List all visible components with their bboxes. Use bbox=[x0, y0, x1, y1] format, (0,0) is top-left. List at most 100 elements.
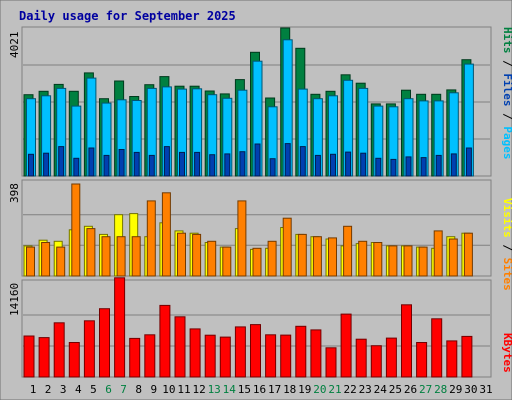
day-label-14: 14 bbox=[223, 383, 237, 396]
bar-pages-day-30 bbox=[465, 147, 472, 177]
bar-sites-day-23 bbox=[358, 240, 368, 277]
bar-sites-day-8 bbox=[131, 236, 141, 277]
bar-kbytes-day-14 bbox=[219, 336, 231, 378]
bar-pages-day-11 bbox=[179, 151, 185, 177]
bar-kbytes-day-28 bbox=[431, 318, 443, 378]
bar-sites-day-18 bbox=[282, 217, 292, 277]
bar-kbytes-day-26 bbox=[401, 304, 412, 378]
day-label-25: 25 bbox=[389, 383, 402, 396]
bar-pages-day-16 bbox=[254, 143, 261, 177]
bar-pages-day-13 bbox=[209, 154, 216, 177]
day-label-26: 26 bbox=[404, 383, 417, 396]
day-label-8: 8 bbox=[135, 383, 142, 396]
bar-sites-day-16 bbox=[252, 247, 262, 277]
bar-pages-day-19 bbox=[299, 146, 306, 177]
bar-kbytes-day-23 bbox=[355, 338, 367, 378]
bar-sites-day-13 bbox=[207, 240, 217, 277]
bar-sites-day-9 bbox=[146, 200, 156, 277]
day-label-29: 29 bbox=[449, 383, 462, 396]
bar-kbytes-day-7 bbox=[114, 277, 126, 378]
day-label-19: 19 bbox=[298, 383, 311, 396]
panel-hits-files-pages: 4021 Hits / Files / Pages bbox=[8, 26, 512, 177]
bar-kbytes-day-25 bbox=[385, 337, 397, 378]
legend-hits-files-pages: Hits / Files / Pages bbox=[501, 27, 512, 160]
bar-kbytes-day-20 bbox=[310, 329, 322, 378]
bar-kbytes-day-12 bbox=[189, 328, 201, 378]
day-label-6: 6 bbox=[105, 383, 112, 396]
bar-pages-day-8 bbox=[133, 151, 140, 177]
bar-kbytes-day-8 bbox=[129, 337, 141, 378]
bar-kbytes-day-24 bbox=[370, 345, 382, 378]
bar-kbytes-day-10 bbox=[159, 304, 171, 378]
panel-visits-sites-bars bbox=[23, 183, 490, 277]
legend-visits: Visits bbox=[501, 198, 512, 238]
bar-pages-day-17 bbox=[269, 158, 276, 177]
day-label-12: 12 bbox=[192, 383, 205, 396]
legend-separator-2: / bbox=[501, 107, 512, 127]
bar-pages-day-29 bbox=[450, 153, 457, 177]
bar-sites-day-15 bbox=[237, 200, 247, 277]
bar-kbytes-day-19 bbox=[295, 325, 307, 378]
day-label-28: 28 bbox=[434, 383, 447, 396]
day-label-1: 1 bbox=[30, 383, 37, 396]
bar-pages-day-6 bbox=[103, 154, 110, 177]
bar-sites-day-12 bbox=[192, 233, 202, 277]
bar-pages-day-20 bbox=[314, 154, 321, 177]
bar-sites-day-7 bbox=[116, 236, 126, 277]
day-label-15: 15 bbox=[238, 383, 251, 396]
day-label-5: 5 bbox=[90, 383, 97, 396]
bar-kbytes-day-27 bbox=[416, 342, 428, 378]
day-label-13: 13 bbox=[208, 383, 221, 396]
bar-pages-day-9 bbox=[148, 154, 155, 177]
legend-separator-3: / bbox=[501, 238, 512, 258]
legend-files: Files bbox=[501, 73, 512, 106]
panel-kbytes: 14160 KBytes bbox=[8, 277, 512, 378]
legend-hits: Hits bbox=[501, 27, 512, 54]
bar-sites-day-29 bbox=[448, 238, 458, 277]
bar-pages-day-28 bbox=[435, 154, 442, 177]
bar-kbytes-day-15 bbox=[234, 326, 246, 378]
day-label-11: 11 bbox=[177, 383, 190, 396]
bar-sites-day-3 bbox=[56, 246, 66, 277]
bar-pages-day-24 bbox=[375, 157, 382, 177]
bar-sites-day-25 bbox=[388, 245, 398, 277]
bar-kbytes-day-11 bbox=[174, 316, 186, 378]
bar-kbytes-day-13 bbox=[204, 334, 216, 378]
chart-title: Daily usage for September 2025 bbox=[19, 9, 236, 23]
bar-pages-day-22 bbox=[345, 151, 352, 177]
day-label-16: 16 bbox=[253, 383, 266, 396]
bar-kbytes-day-6 bbox=[99, 308, 110, 378]
bar-kbytes-day-18 bbox=[280, 334, 292, 378]
bar-sites-day-22 bbox=[343, 225, 353, 277]
bar-kbytes-day-22 bbox=[340, 313, 352, 378]
bar-sites-day-27 bbox=[418, 246, 428, 277]
day-label-17: 17 bbox=[268, 383, 281, 396]
day-label-20: 20 bbox=[313, 383, 326, 396]
bar-kbytes-day-29 bbox=[446, 340, 458, 378]
bar-pages-day-18 bbox=[284, 143, 291, 177]
bar-sites-day-5 bbox=[86, 228, 96, 277]
day-label-30: 30 bbox=[464, 383, 477, 396]
bar-sites-day-17 bbox=[267, 240, 277, 277]
bar-sites-day-14 bbox=[222, 246, 232, 277]
bar-pages-day-7 bbox=[118, 149, 125, 177]
bar-sites-day-6 bbox=[101, 236, 111, 277]
day-label-4: 4 bbox=[75, 383, 82, 396]
bar-kbytes-day-1 bbox=[23, 335, 35, 378]
panel-visits-sites-ymax-label: 398 bbox=[8, 183, 21, 203]
bar-sites-day-11 bbox=[177, 232, 186, 277]
day-label-22: 22 bbox=[343, 383, 356, 396]
bar-pages-day-21 bbox=[330, 153, 336, 177]
bar-kbytes-day-21 bbox=[325, 347, 337, 378]
day-label-23: 23 bbox=[359, 383, 372, 396]
bar-pages-day-23 bbox=[360, 152, 367, 177]
bar-kbytes-day-5 bbox=[83, 320, 95, 378]
day-label-2: 2 bbox=[45, 383, 52, 396]
bar-sites-day-2 bbox=[41, 242, 51, 277]
day-label-9: 9 bbox=[150, 383, 157, 396]
panel-kbytes-bars bbox=[23, 277, 490, 378]
legend-kbytes: KBytes bbox=[501, 333, 512, 373]
day-label-27: 27 bbox=[419, 383, 432, 396]
